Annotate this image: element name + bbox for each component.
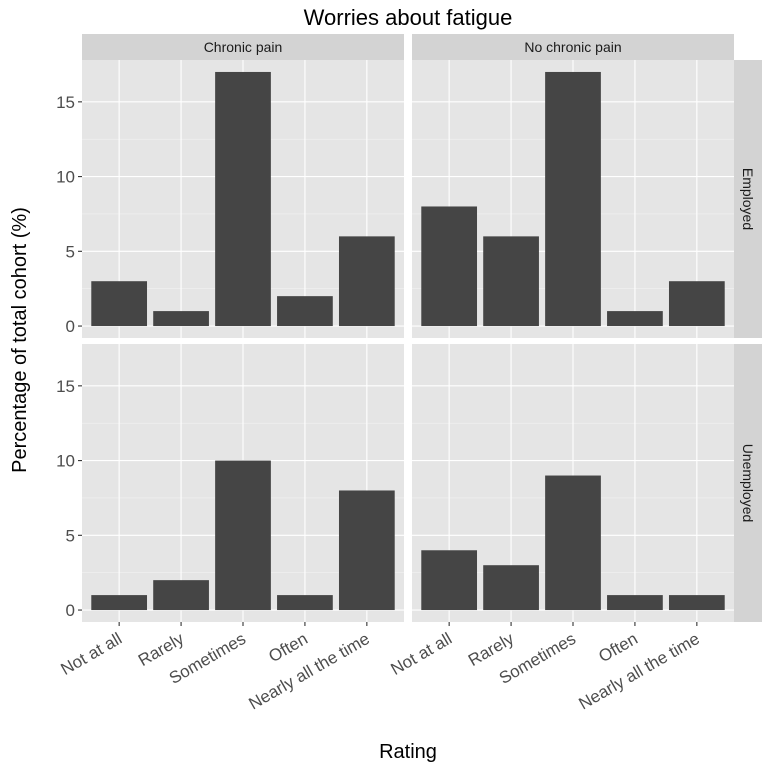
strip-background bbox=[412, 34, 734, 60]
chart-title: Worries about fatigue bbox=[304, 5, 513, 30]
strip-employed: Employed bbox=[734, 60, 762, 338]
strip-unemployed: Unemployed bbox=[734, 344, 762, 622]
y-tick-label: 5 bbox=[66, 526, 75, 545]
x-tick-label: Nearly all the time bbox=[246, 629, 373, 713]
x-tick-label: Not at all bbox=[388, 629, 456, 679]
y-tick-label: 10 bbox=[56, 168, 75, 187]
bar-often bbox=[277, 595, 333, 611]
x-axis-title: Rating bbox=[379, 741, 437, 763]
bar-often bbox=[607, 595, 663, 611]
bar-sometimes bbox=[545, 475, 601, 611]
strip-label: No chronic pain bbox=[524, 39, 621, 55]
panel-chronic-pain-unemployed bbox=[82, 344, 404, 622]
y-tick-label: 15 bbox=[56, 93, 75, 112]
bar-sometimes bbox=[215, 460, 271, 611]
strip-label: Chronic pain bbox=[204, 39, 283, 55]
bar-rarely bbox=[483, 565, 539, 611]
strip-background bbox=[82, 34, 404, 60]
bar-not-at-all bbox=[421, 206, 478, 327]
y-tick-label: 5 bbox=[66, 242, 75, 261]
strip-label: Employed bbox=[740, 168, 756, 230]
bar-often bbox=[607, 311, 663, 327]
strip-chronic-pain: Chronic pain bbox=[82, 34, 404, 60]
strip-label: Unemployed bbox=[740, 444, 756, 523]
bar-nearly-all-the-time bbox=[338, 236, 395, 327]
x-tick-label: Often bbox=[595, 629, 641, 666]
bar-rarely bbox=[153, 311, 209, 327]
y-tick-label: 10 bbox=[56, 452, 75, 471]
x-tick-label: Not at all bbox=[58, 629, 126, 679]
y-tick-label: 0 bbox=[66, 601, 75, 620]
x-tick-label: Nearly all the time bbox=[576, 629, 703, 713]
facet-strips: Chronic pain No chronic pain Employed Unemp… bbox=[82, 34, 762, 622]
bar-nearly-all-the-time bbox=[668, 281, 725, 327]
panel-chronic-pain-employed bbox=[82, 60, 404, 338]
bar-often bbox=[277, 296, 333, 327]
bar-not-at-all bbox=[91, 595, 148, 611]
bar-not-at-all bbox=[421, 550, 478, 611]
bar-rarely bbox=[153, 580, 209, 611]
bar-nearly-all-the-time bbox=[668, 595, 725, 611]
y-tick-label: 15 bbox=[56, 377, 75, 396]
panel-no-chronic-pain-unemployed bbox=[412, 344, 734, 622]
panel-no-chronic-pain-employed bbox=[412, 60, 734, 338]
bar-sometimes bbox=[545, 71, 601, 327]
bar-sometimes bbox=[215, 71, 271, 327]
bar-rarely bbox=[483, 236, 539, 327]
bar-nearly-all-the-time bbox=[338, 490, 395, 611]
y-tick-label: 0 bbox=[66, 317, 75, 336]
y-axis-title: Percentage of total cohort (%) bbox=[9, 207, 31, 473]
y-axis: 0 5 10 15 0 5 10 15 bbox=[56, 93, 82, 620]
x-tick-label: Often bbox=[265, 629, 311, 666]
strip-background bbox=[734, 344, 762, 622]
strip-background bbox=[734, 60, 762, 338]
bar-not-at-all bbox=[91, 281, 148, 327]
strip-no-chronic-pain: No chronic pain bbox=[412, 34, 734, 60]
panels-layer bbox=[82, 60, 734, 622]
